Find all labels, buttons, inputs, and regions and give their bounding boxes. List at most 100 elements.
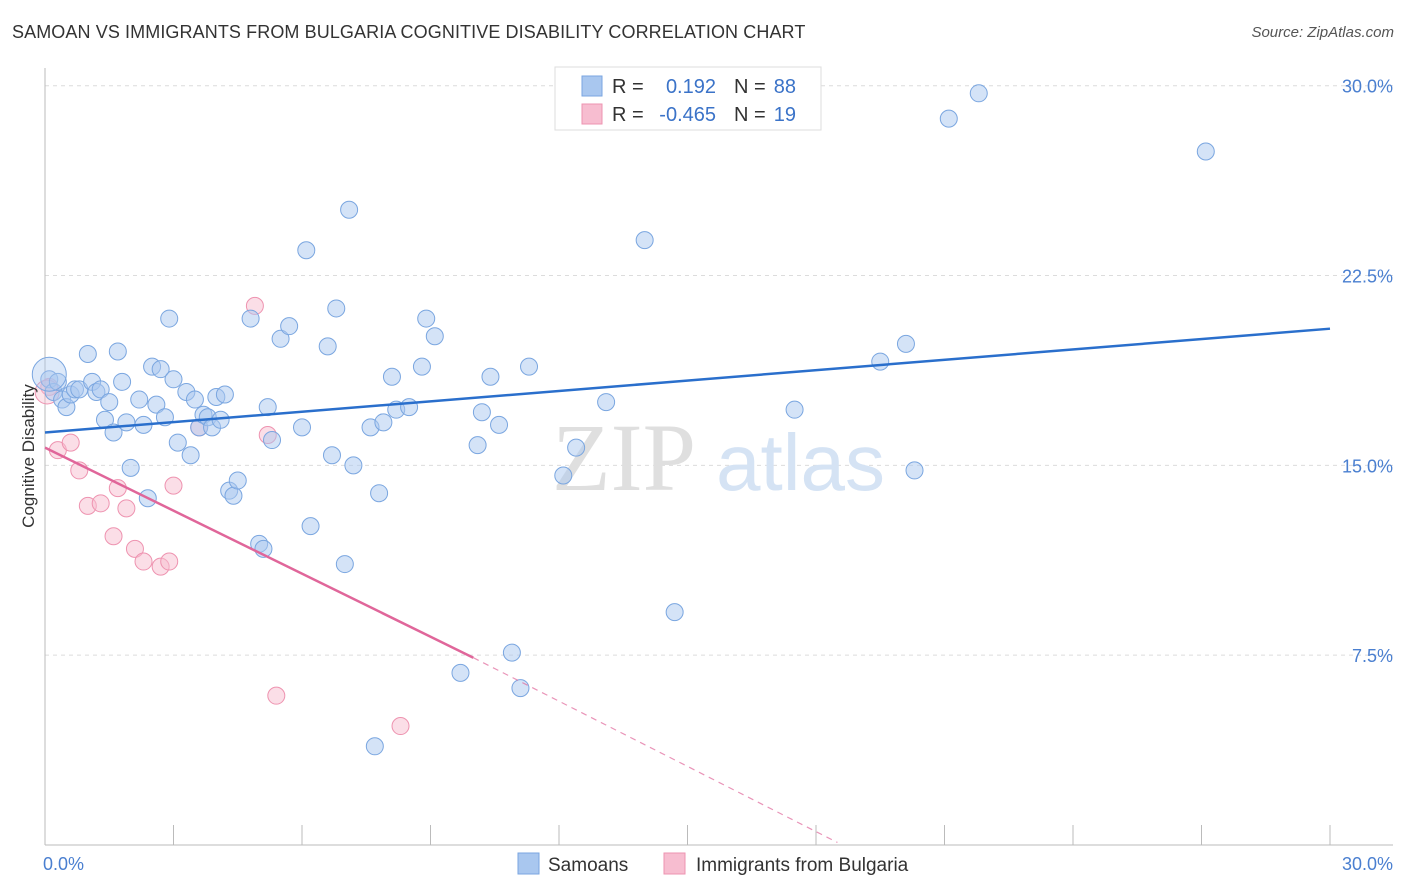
samoans-point-68 [451,663,470,682]
samoans-point-53 [322,446,341,465]
samoans-point-27 [164,370,183,389]
samoans-point-19 [130,390,149,409]
bulgaria-point-18 [391,717,410,736]
axes [44,68,1393,846]
chart-title: SAMOAN VS IMMIGRANTS FROM BULGARIA COGNI… [12,22,806,42]
bulgaria-point-2 [61,433,80,452]
series-legend-swatch-bulgaria [663,852,686,875]
legend-r-label-bulgaria: R = [612,104,644,126]
samoans-point-40 [224,486,243,505]
samoans-point-28 [168,433,187,452]
bulgaria-trend-extension [473,657,838,844]
y-tick-label-3: 30.0% [1342,77,1393,97]
samoans-point-16 [113,372,132,391]
samoans-point-23 [147,395,166,414]
samoans-point-82 [871,352,890,371]
x-tick-label-min: 0.0% [43,854,84,874]
bulgaria-trend-line [44,446,474,659]
samoans-point-74 [511,679,530,698]
legend-r-label-samoans: R = [612,76,644,98]
series-legend-swatch-samoans [517,852,540,875]
y-tick-label-1: 15.0% [1342,456,1393,476]
samoans-point-55 [335,555,354,574]
samoans-point-69 [468,436,487,455]
samoans-point-73 [502,643,521,662]
samoans-point-54 [327,299,346,318]
samoans-point-62 [382,367,401,386]
samoans-point-cluster [31,356,67,392]
samoans-point-52 [318,337,337,356]
bulgaria-point-10 [134,552,153,571]
samoans-point-26 [160,309,179,328]
x-tick-labels: 0.0% 30.0% [43,854,1393,874]
samoans-point-67 [425,327,444,346]
samoans-point-70 [472,403,491,422]
legend-n-label-samoans: N = [734,76,766,98]
samoans-point-15 [108,342,127,361]
samoans-point-47 [271,329,290,348]
samoans-point-71 [481,367,500,386]
samoans-point-30 [181,446,200,465]
legend-n-value-samoans: 88 [774,76,796,98]
samoans-point-56 [340,200,359,219]
legend-r-value-samoans: 0.192 [666,76,716,98]
y-axis-label: Cognitive Disability [19,384,38,528]
samoans-point-8 [78,344,97,363]
legend-swatch-samoans [581,75,603,97]
samoans-point-75 [520,357,539,376]
samoans-point-46 [263,431,282,450]
bulgaria-point-17 [267,686,286,705]
stats-legend: R = 0.192 N = 88 R = -0.465 N = 19 [554,66,822,131]
y-tick-label-2: 22.5% [1342,267,1393,287]
samoans-point-72 [490,415,509,434]
samoans-point-64 [400,398,419,417]
samoans-point-84 [905,461,924,480]
series-legend-label-samoans: Samoans [548,855,628,876]
samoans-point-48 [280,317,299,336]
samoans-point-61 [374,413,393,432]
y-tick-label-0: 7.5% [1352,646,1393,666]
bulgaria-point-6 [104,527,123,546]
samoans-point-51 [301,517,320,536]
samoans-point-60 [370,484,389,503]
gridlines [45,85,1393,656]
samoans-point-31 [185,390,204,409]
series-samoans-points [31,84,1215,756]
y-tick-labels: 7.5% 15.0% 22.5% 30.0% [1342,77,1393,666]
samoans-point-65 [412,357,431,376]
watermark: ZIP atlas [552,404,885,511]
samoans-point-76 [554,466,573,485]
samoans-point-80 [665,603,684,622]
samoans-point-11 [91,380,110,399]
bulgaria-point-8 [117,499,136,518]
bulgaria-point-13 [164,476,183,495]
samoans-point-18 [121,458,140,477]
samoans-point-81 [785,400,804,419]
samoans-point-24 [151,360,170,379]
legend-n-label-bulgaria: N = [734,104,766,126]
x-tick-label-max: 30.0% [1342,854,1393,874]
samoans-point-50 [297,241,316,260]
legend-n-value-bulgaria: 19 [774,104,796,126]
legend-swatch-bulgaria [581,103,603,125]
samoans-point-59 [365,737,384,756]
watermark-atlas: atlas [716,418,885,507]
samoans-point-86 [969,84,988,103]
series-bulgaria-points [34,296,410,736]
samoans-point-66 [417,309,436,328]
samoans-point-87 [1196,142,1215,161]
bulgaria-point-9 [125,539,144,558]
samoans-point-77 [567,438,586,457]
trend-lines [44,327,1331,844]
bulgaria-point-5 [91,494,110,513]
samoans-point-13 [100,393,119,412]
samoans-trend-line [44,327,1331,434]
series-legend: Samoans Immigrants from Bulgaria [517,852,909,876]
watermark-zip: ZIP [552,404,696,511]
legend-r-value-bulgaria: -0.465 [659,104,716,126]
bulgaria-point-12 [160,552,179,571]
source-credit: Source: ZipAtlas.com [1251,24,1394,41]
samoans-point-57 [344,456,363,475]
samoans-point-85 [939,109,958,128]
